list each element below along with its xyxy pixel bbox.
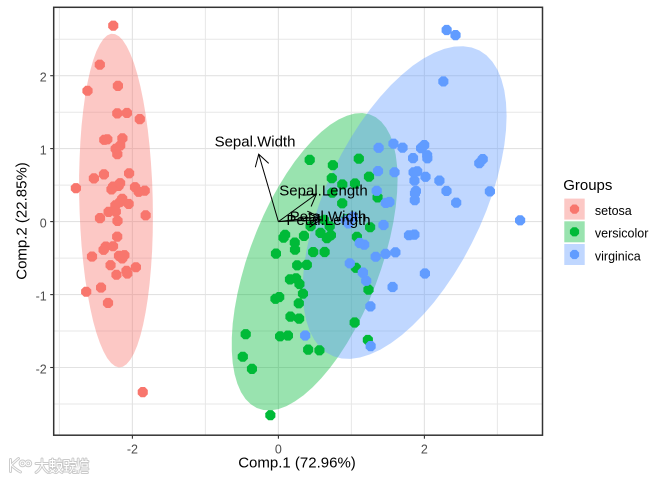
svg-text:1: 1 <box>40 144 47 158</box>
svg-text:Petal.Width: Petal.Width <box>290 209 367 226</box>
svg-text:Comp.1 (72.96%): Comp.1 (72.96%) <box>238 455 356 472</box>
svg-text:Sepal.Length: Sepal.Length <box>279 183 367 200</box>
svg-text:Sepal.Width: Sepal.Width <box>215 133 296 150</box>
svg-text:-2: -2 <box>127 443 138 457</box>
svg-text:0: 0 <box>40 217 47 231</box>
svg-text:Groups: Groups <box>563 177 612 194</box>
svg-text:virginica: virginica <box>595 249 641 263</box>
svg-text:2: 2 <box>40 71 47 85</box>
svg-text:-1: -1 <box>36 290 47 304</box>
svg-text:setosa: setosa <box>595 204 632 218</box>
svg-text:Comp.2 (22.85%): Comp.2 (22.85%) <box>13 162 30 280</box>
svg-text:Petal.Length: Petal.Length <box>286 212 370 229</box>
svg-text:-2: -2 <box>36 363 47 377</box>
svg-text:versicolor: versicolor <box>595 227 649 241</box>
svg-text:2: 2 <box>421 443 428 457</box>
svg-text:0: 0 <box>275 443 282 457</box>
